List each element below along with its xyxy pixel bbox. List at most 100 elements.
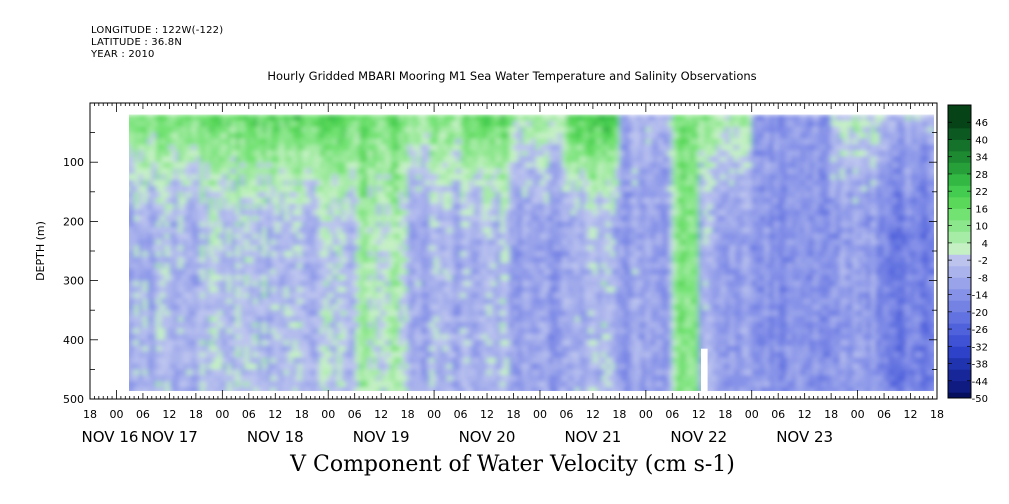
heatmap-cell <box>526 387 532 391</box>
heatmap-cell <box>473 138 479 146</box>
heatmap-cell <box>341 256 347 264</box>
heatmap-cell <box>394 357 400 365</box>
heatmap-cell <box>121 239 126 246</box>
heatmap-cell <box>416 357 422 365</box>
heatmap-cell <box>134 233 140 240</box>
heatmap-cell <box>239 179 245 187</box>
heatmap-cell <box>164 150 170 157</box>
heatmap-cell <box>478 179 484 187</box>
heatmap-cell <box>464 381 470 388</box>
heatmap-cell <box>253 327 259 335</box>
heatmap-cell <box>429 191 435 199</box>
heatmap-cell <box>217 168 223 175</box>
heatmap-cell <box>226 132 232 140</box>
heatmap-cell <box>301 256 307 264</box>
heatmap-cell <box>248 375 254 382</box>
heatmap-cell <box>478 215 484 222</box>
heatmap-cell <box>354 387 360 391</box>
heatmap-cell <box>526 132 532 140</box>
heatmap-cell <box>394 316 400 323</box>
heatmap-cell <box>279 215 285 222</box>
heatmap-cell <box>200 316 206 323</box>
heatmap-cell <box>306 381 312 388</box>
heatmap-cell <box>504 322 510 329</box>
heatmap-cell <box>553 304 559 311</box>
heatmap-cell <box>376 162 382 169</box>
heatmap-cell <box>244 387 250 391</box>
heatmap-cell <box>482 268 488 276</box>
heatmap-cell <box>345 316 351 323</box>
heatmap-cell <box>178 156 184 163</box>
heatmap-cell <box>420 286 426 294</box>
heatmap-cell <box>491 221 497 228</box>
heatmap-cell <box>337 322 343 329</box>
heatmap-cell <box>217 387 223 391</box>
heatmap-cell <box>460 197 466 205</box>
heatmap-cell <box>306 174 312 181</box>
heatmap-cell <box>350 345 356 353</box>
heatmap-cell <box>389 251 395 258</box>
heatmap-cell <box>566 333 572 341</box>
heatmap-cell <box>231 168 237 175</box>
heatmap-cell <box>570 304 576 311</box>
heatmap-cell <box>270 233 276 240</box>
heatmap-cell <box>182 381 188 388</box>
heatmap-cell <box>504 126 510 134</box>
heatmap-cell <box>314 363 320 370</box>
heatmap-cell <box>553 144 559 151</box>
heatmap-cell <box>553 221 559 228</box>
heatmap-cell <box>314 316 320 323</box>
heatmap-cell <box>363 322 369 329</box>
heatmap-cell <box>535 327 541 335</box>
heatmap-cell <box>275 357 281 365</box>
heatmap-cell <box>553 185 559 193</box>
heatmap-cell <box>522 185 528 193</box>
heatmap-cell <box>562 262 568 270</box>
heatmap-cell <box>209 251 215 258</box>
heatmap-cell <box>337 185 343 193</box>
heatmap-cell <box>262 227 268 234</box>
heatmap-cell <box>129 375 131 382</box>
heatmap-cell <box>575 357 581 365</box>
heatmap-cell <box>288 381 294 388</box>
heatmap-cell <box>288 310 294 317</box>
heatmap-cell <box>204 138 210 146</box>
heatmap-cell <box>231 191 237 199</box>
heatmap-cell <box>129 345 131 353</box>
heatmap-cell <box>535 286 541 294</box>
heatmap-cell <box>345 268 351 276</box>
heatmap-cell <box>209 316 215 323</box>
heatmap-cell <box>473 322 479 329</box>
heatmap-cell <box>491 209 497 217</box>
heatmap-cell <box>491 369 497 376</box>
heatmap-cell <box>244 256 250 264</box>
heatmap-cell <box>482 138 488 146</box>
heatmap-cell <box>151 162 157 169</box>
heatmap-cell <box>248 126 254 134</box>
heatmap-cell <box>509 144 515 151</box>
heatmap-cell <box>226 381 232 388</box>
heatmap-cell <box>363 209 369 217</box>
heatmap-cell <box>284 138 290 146</box>
heatmap-cell <box>522 114 528 122</box>
heatmap-cell <box>359 150 365 157</box>
heatmap-cell <box>182 333 188 341</box>
heatmap-cell <box>288 162 294 169</box>
heatmap-cell <box>407 369 413 376</box>
heatmap-cell <box>566 262 572 270</box>
heatmap-cell <box>292 387 298 391</box>
heatmap-cell <box>160 357 166 365</box>
heatmap-cell <box>310 292 316 299</box>
heatmap-cell <box>531 215 537 222</box>
heatmap-cell <box>239 381 245 388</box>
heatmap-cell <box>270 381 276 388</box>
heatmap-cell <box>301 233 307 240</box>
heatmap-cell <box>204 197 210 205</box>
heatmap-cell <box>134 168 140 175</box>
heatmap-cell <box>182 221 188 228</box>
heatmap-cell <box>570 351 576 359</box>
heatmap-cell <box>151 339 157 347</box>
heatmap-cell <box>116 127 121 134</box>
heatmap-cell <box>328 387 334 391</box>
heatmap-cell <box>284 209 290 217</box>
